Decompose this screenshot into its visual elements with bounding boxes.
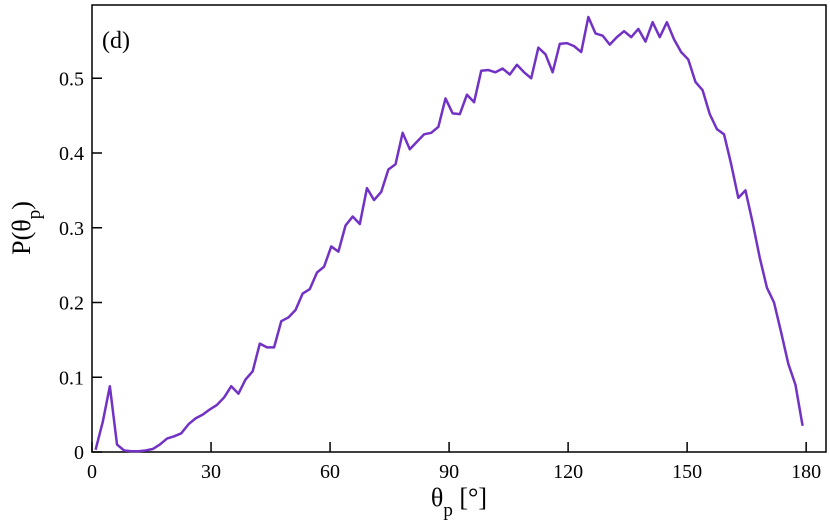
x-label-part: [°] — [453, 483, 487, 512]
y-label-sub: p — [24, 210, 45, 220]
x-tick-label: 180 — [791, 461, 821, 483]
y-tick-label: 0.1 — [59, 367, 84, 389]
y-axis-label: P(θp) — [7, 201, 45, 255]
annotation: (d) — [102, 28, 130, 54]
y-tick-label: 0.4 — [59, 143, 84, 165]
y-tick-label: 0 — [74, 442, 84, 464]
data-line — [94, 15, 804, 453]
x-tick-label: 150 — [672, 461, 702, 483]
x-tick-label: 120 — [553, 461, 583, 483]
x-label-sub: p — [443, 500, 453, 521]
x-label-part: θ — [431, 483, 443, 512]
y-tick-label: 0.5 — [59, 68, 84, 90]
x-tick-label: 0 — [87, 461, 97, 483]
y-tick-label: 0.2 — [59, 293, 84, 315]
x-tick-label: 60 — [320, 461, 340, 483]
x-axis-label: θp [°] — [431, 483, 487, 521]
x-tick-label: 90 — [439, 461, 459, 483]
y-label-part: ) — [7, 201, 36, 210]
x-tick-label: 30 — [201, 461, 221, 483]
y-tick-label: 0.3 — [59, 218, 84, 240]
plot-frame — [91, 4, 827, 453]
y-label-part: P(θ — [7, 219, 36, 255]
